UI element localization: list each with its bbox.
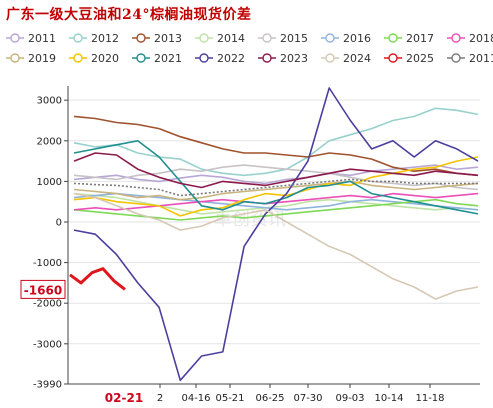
legend-item: 2013 [132,32,182,45]
latest-value-box [20,279,66,299]
series-line-2015 [73,164,479,191]
latest-value-label: -1660 [20,279,66,299]
legend-swatch-marker [73,53,83,63]
x-tick-label: 10-14 [374,393,403,404]
legend-item: 2024 [321,52,371,65]
series-line-2023 [73,152,479,189]
legend-swatch-marker [388,33,398,43]
y-tick-label: 2000 [37,136,62,147]
legend-item: 2023 [258,52,308,65]
legend-swatch-marker [325,53,335,63]
x-highlight-label: 02-21 [105,391,143,405]
legend-item: 2014 [195,32,245,45]
legend-item: 2021 [132,52,182,65]
legend-label: 2022 [217,52,245,65]
legend-item: 2016 [321,32,371,45]
legend-label: 2025 [406,52,434,65]
legend-swatch-marker [10,33,20,43]
legend-item: 2011 [6,32,56,45]
series-line-2021 [73,140,479,215]
y-tick-label: 0 [56,217,62,228]
y-tick-label: -2000 [33,299,62,310]
legend-item: 2011--2024均值 [447,52,493,65]
legend-label: 2018 [469,32,493,45]
y-tick-label: 3000 [37,96,62,107]
legend-swatch-marker [136,53,146,63]
legend-label: 2012 [91,32,119,45]
legend-swatch-marker [199,53,209,63]
legend-label: 2014 [217,32,245,45]
legend-item: 2017 [384,32,434,45]
y-tick-label: -3990 [33,380,62,391]
legend-swatch-marker [73,33,83,43]
legend-label: 2015 [280,32,308,45]
watermark-text: 卓创资讯 [214,209,286,230]
watermark: 卓创资讯 [214,209,286,230]
y-tick-label: 1000 [37,177,62,188]
legend-label: 2020 [91,52,119,65]
legend-label: 2011--2024均值 [469,52,493,65]
series-line-2012 [73,107,479,177]
legend-label: 2019 [28,52,56,65]
x-axis: 02-21 2 04-16 05-21 06-25 07-30 09-03 10-14 11-1… [68,383,480,405]
series-line-2014 [73,192,479,215]
x-tick-label: 05-21 [215,393,244,404]
x-tick-label: 06-25 [255,393,284,404]
legend-swatch-marker [325,33,335,43]
x-tick-label: 04-16 [181,393,210,404]
legend-item: 2019 [6,52,56,65]
legend-swatch-marker [262,53,272,63]
legend-label: 2013 [154,32,182,45]
x-tick-label: 07-30 [293,393,322,404]
legend-item: 2020 [69,52,119,65]
legend-swatch-marker [199,33,209,43]
legend-swatch-marker [262,33,272,43]
series-line-2019 [73,180,479,201]
legend-item: 2012 [69,32,119,45]
x-tick-label: 09-03 [335,393,364,404]
legend-swatch-marker [136,33,146,43]
legend-label: 2023 [280,52,308,65]
latest-value-text: -1660 [24,283,62,297]
legend-swatch-marker [10,53,20,63]
legend: 2011 2012 2013 2014 2015 2016 2017 2018 2019 2020… [6,32,493,65]
series-line-2025 [69,267,126,291]
series-line-2017 [73,198,479,221]
legend-label: 2017 [406,32,434,45]
y-axis: -3990 -3000 -2000 -1000 0 1000 2000 3000 [33,86,69,391]
x-tick-label: 11-18 [415,393,444,404]
series-line-2024 [73,192,479,300]
chart-title: 广东一级大豆油和24°棕榈油现货价差 [6,7,252,23]
y-tick-label: -1000 [33,258,62,269]
legend-swatch-marker [451,33,461,43]
legend-label: 2021 [154,52,182,65]
legend-item: 2025 [384,52,434,65]
series-line-2016 [73,192,479,211]
legend-swatch-marker [451,53,461,63]
legend-label: 2011 [28,32,56,45]
legend-item: 2015 [258,32,308,45]
legend-label: 2016 [343,32,371,45]
legend-swatch-marker [388,53,398,63]
legend-label: 2024 [343,52,371,65]
series-lines [69,87,479,382]
series-line-2022 [73,87,479,382]
legend-item: 2022 [195,52,245,65]
x-tick-label: 2 [157,393,163,404]
y-tick-label: -3000 [33,339,62,350]
series-line-2020 [73,156,479,217]
series-line-2011 [73,164,479,185]
legend-item: 2018 [447,32,493,45]
